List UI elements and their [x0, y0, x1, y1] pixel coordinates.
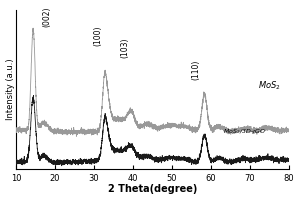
Text: (103): (103) [121, 38, 130, 58]
Text: MoS$_2$/3D-rGO: MoS$_2$/3D-rGO [223, 127, 266, 136]
Text: (110): (110) [191, 59, 200, 80]
X-axis label: 2 Theta(degree): 2 Theta(degree) [108, 184, 197, 194]
Text: MoS$_2$: MoS$_2$ [258, 80, 281, 92]
Text: (100): (100) [93, 26, 102, 46]
Text: (002): (002) [43, 6, 52, 27]
Y-axis label: Intensity (a.u.): Intensity (a.u.) [6, 59, 15, 120]
